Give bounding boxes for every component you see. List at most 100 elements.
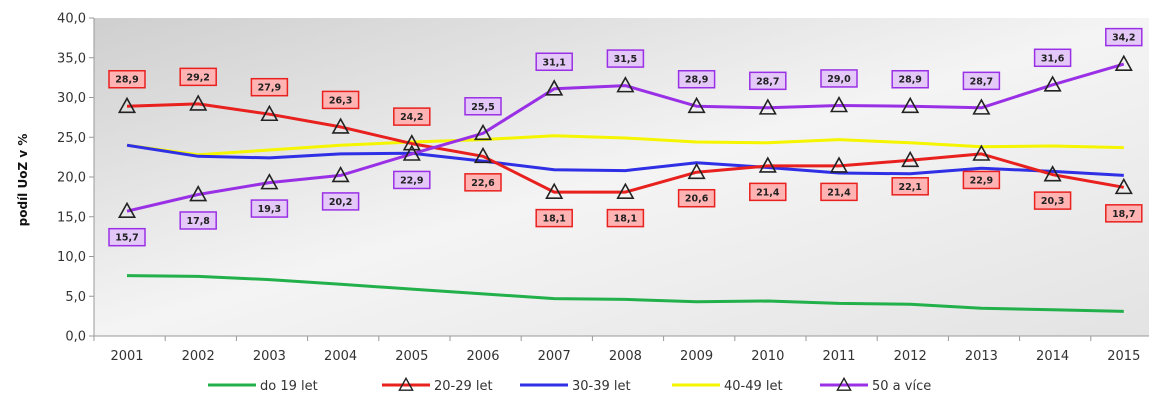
y-tick-label: 25,0	[57, 131, 86, 146]
point-marker-50-a-v-ce	[758, 98, 777, 115]
data-label-50-a-v-ce: 22,9	[393, 170, 431, 190]
data-label-text: 22,9	[970, 175, 993, 186]
data-label-text: 27,9	[258, 83, 281, 94]
point-marker-50-a-v-ce	[1114, 54, 1133, 71]
data-label-text: 26,3	[329, 95, 352, 106]
data-label-text: 31,6	[1041, 53, 1065, 64]
data-label-50-a-v-ce: 28,7	[962, 71, 1001, 91]
point-marker-20-29-let	[260, 104, 279, 122]
data-label-text: 17,8	[186, 216, 210, 227]
legend: do 19 let 20-29 let 30-39 let 40-49 let 50 a…	[208, 376, 931, 394]
data-label-50-a-v-ce: 20,2	[321, 192, 360, 211]
point-marker-50-a-v-ce	[616, 76, 635, 93]
data-label-text: 22,6	[471, 178, 495, 189]
point-marker-50-a-v-ce	[901, 96, 920, 114]
data-label-text: 20,2	[329, 197, 352, 208]
data-label-text: 28,9	[898, 75, 921, 86]
data-label-50-a-v-ce: 25,5	[464, 97, 502, 116]
point-marker-20-29-let	[901, 150, 920, 168]
data-label-text: 20,3	[1041, 196, 1064, 207]
data-label-20-29-let: 20,3	[1033, 191, 1072, 210]
data-label-20-29-let: 18,7	[1105, 204, 1143, 223]
point-marker-50-a-v-ce	[117, 201, 137, 219]
data-label-text: 22,1	[898, 182, 921, 193]
point-marker-20-29-let	[331, 117, 350, 134]
data-label-text: 25,5	[471, 102, 494, 113]
data-label-20-29-let: 29,2	[179, 67, 217, 87]
point-marker-20-29-let	[758, 156, 777, 173]
point-marker-50-a-v-ce	[260, 173, 279, 190]
x-tick-label: 2013	[965, 349, 998, 364]
x-tick-label: 2011	[822, 349, 855, 364]
x-tick-label: 2007	[538, 349, 571, 364]
y-tick-label: 5,0	[65, 290, 86, 305]
point-marker-50-a-v-ce	[473, 123, 493, 141]
point-marker-20-29-let	[1043, 165, 1062, 182]
point-marker-20-29-let	[972, 144, 991, 161]
y-axis-label: podíl UoZ v %	[16, 134, 30, 227]
data-label-20-29-let: 28,9	[108, 69, 146, 89]
point-marker-50-a-v-ce	[189, 185, 208, 202]
legend-label: 50 a více	[872, 379, 931, 394]
x-tick-label: 2005	[395, 349, 428, 364]
point-marker-20-29-let	[1114, 177, 1133, 195]
axes: 0,0 5,0 10,0 15,0 20,0 25,0 30,0 35,0 40,0 2001 20…	[57, 12, 1149, 364]
x-tick-label: 2004	[324, 349, 357, 364]
data-label-20-29-let: 21,4	[820, 182, 858, 202]
point-marker-50-a-v-ce	[829, 95, 849, 113]
legend-marker	[836, 376, 852, 391]
data-label-50-a-v-ce: 34,2	[1105, 27, 1143, 47]
data-label-20-29-let: 24,2	[393, 107, 431, 126]
data-label-20-29-let: 22,6	[464, 173, 502, 192]
data-label-text: 31,5	[614, 54, 637, 65]
series-line-40-49-let	[126, 134, 1124, 157]
legend-label: 20-29 let	[434, 379, 493, 394]
y-tick-label: 35,0	[57, 51, 86, 66]
y-tick-label: 10,0	[57, 250, 86, 265]
point-marker-20-29-let	[473, 146, 493, 164]
series-lines	[126, 62, 1125, 313]
x-tick-label: 2015	[1107, 349, 1140, 364]
data-label-text: 29,2	[186, 72, 209, 83]
y-tick-label: 0,0	[65, 330, 86, 345]
data-label-50-a-v-ce: 28,9	[677, 69, 716, 89]
data-labels: 28,9 29,2 27,9 26,3 24,2 22,6 18,1 18,1 20,6 21,4…	[108, 27, 1143, 247]
markers	[117, 54, 1133, 219]
data-label-50-a-v-ce: 31,1	[535, 52, 573, 72]
point-marker-20-29-let	[829, 156, 849, 173]
legend-label: 30-39 let	[572, 379, 631, 394]
data-label-text: 28,7	[970, 76, 993, 87]
point-marker-20-29-let	[189, 94, 208, 111]
point-marker-50-a-v-ce	[972, 98, 991, 115]
data-label-text: 20,6	[685, 194, 709, 205]
data-label-text: 28,7	[756, 76, 779, 87]
data-label-20-29-let: 18,1	[535, 208, 573, 228]
x-tick-label: 2002	[182, 349, 215, 364]
x-tick-label: 2003	[253, 349, 286, 364]
legend-item-20-29-let: 20-29 let	[382, 376, 493, 394]
data-label-20-29-let: 27,9	[250, 77, 289, 97]
y-tick-label: 15,0	[57, 210, 86, 225]
data-label-text: 15,7	[115, 233, 138, 244]
data-label-text: 21,4	[827, 187, 851, 198]
legend-label: 40-49 let	[724, 379, 783, 394]
point-marker-20-29-let	[117, 96, 137, 114]
legend-item-30-39-let: 30-39 let	[520, 379, 631, 394]
point-marker-50-a-v-ce	[331, 165, 350, 183]
point-marker-50-a-v-ce	[1043, 75, 1062, 92]
point-marker-20-29-let	[545, 182, 564, 199]
x-tick-label: 2010	[751, 349, 784, 364]
data-label-text: 28,9	[685, 75, 708, 86]
data-label-text: 29,0	[827, 74, 851, 85]
series-line-20-29-let	[126, 102, 1125, 194]
series-line-50-a-v-ce	[126, 62, 1125, 213]
x-tick-label: 2006	[466, 349, 499, 364]
data-label-50-a-v-ce: 31,5	[606, 49, 645, 68]
data-label-text: 34,2	[1112, 33, 1135, 44]
data-label-50-a-v-ce: 15,7	[108, 227, 146, 247]
data-label-text: 18,1	[614, 214, 637, 225]
point-marker-50-a-v-ce	[687, 96, 706, 114]
data-label-20-29-let: 18,1	[606, 208, 645, 228]
